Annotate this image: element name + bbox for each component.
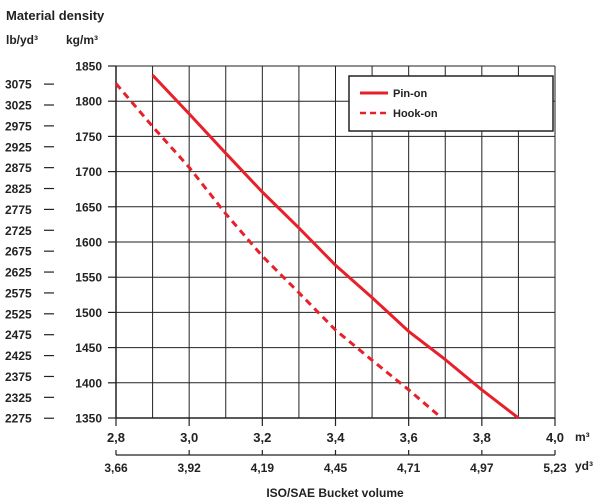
y-secondary-tick-label: 2675 <box>5 245 32 259</box>
y-secondary-tick-label: 2525 <box>5 307 32 321</box>
y-tick-label: 1800 <box>75 95 102 109</box>
y-tick-label: 1650 <box>75 200 102 214</box>
x-axis-label: ISO/SAE Bucket volume <box>266 486 404 500</box>
x-axis-unit-primary: m³ <box>575 430 590 444</box>
x-axis-unit-secondary: yd³ <box>575 459 593 473</box>
legend-label-pin-on: Pin-on <box>393 88 427 100</box>
y-tick-label: 1600 <box>75 236 102 250</box>
legend-box <box>348 75 554 132</box>
x-secondary-tick-label: 4,71 <box>397 461 421 475</box>
y-axis-inner-unit: kg/m³ <box>66 33 98 47</box>
y-tick-label: 1550 <box>75 271 102 285</box>
y-secondary-tick-label: 2275 <box>5 412 32 426</box>
x-secondary-tick-labels: 3,66 3,92 4,19 4,45 4,71 4,97 5,23 <box>104 461 567 475</box>
y-secondary-tick-label: 2475 <box>5 328 32 342</box>
x-tick-label: 3,4 <box>326 430 345 445</box>
x-tick-label: 3,6 <box>400 430 418 445</box>
chart-title: Material density <box>6 8 105 23</box>
y-tick-label: 1700 <box>75 165 102 179</box>
x-secondary-tick-label: 4,45 <box>324 461 348 475</box>
series-lines <box>114 74 520 420</box>
y-secondary-tick-label: 3075 <box>5 78 32 92</box>
y-secondary-tick-label: 2875 <box>5 161 32 175</box>
y-tick-label: 1350 <box>75 412 102 426</box>
y-tick-label: 1400 <box>75 376 102 390</box>
y-secondary-tick-label: 2575 <box>5 286 32 300</box>
y-secondary-tick-label: 3025 <box>5 98 32 112</box>
y-secondary-tick-label: 2425 <box>5 349 32 363</box>
y-tick-label: 1450 <box>75 341 102 355</box>
x-secondary-tick-label: 4,97 <box>470 461 494 475</box>
y-tick-labels: 1350 1400 1450 1500 1550 1600 1650 1700 1750 1800… <box>75 60 102 426</box>
y-secondary-tick-label: 2825 <box>5 182 32 196</box>
y-axis-outer-unit: lb/yd³ <box>6 33 38 47</box>
y-secondary-tick-label: 2725 <box>5 224 32 238</box>
x-tick-labels: 2,8 3,0 3,2 3,4 3,6 3,8 4,0 <box>107 430 564 445</box>
y-secondary-tick-labels: 2275 2325 2375 2425 2475 2525 2575 2625 2675 2725… <box>5 78 32 426</box>
x-tick-label: 3,8 <box>473 430 491 445</box>
y-secondary-tick-label: 2625 <box>5 266 32 280</box>
y-secondary-tick-label: 2975 <box>5 119 32 133</box>
y-tick-label: 1750 <box>75 130 102 144</box>
y-tick-label: 1500 <box>75 306 102 320</box>
series-line-pin-on <box>151 74 520 420</box>
x-tick-label: 2,8 <box>107 430 125 445</box>
series-line-hook-on <box>114 82 443 420</box>
y-secondary-tick-label: 2375 <box>5 370 32 384</box>
x-tick-label: 3,2 <box>253 430 271 445</box>
axes <box>44 65 556 456</box>
x-secondary-tick-label: 3,92 <box>177 461 201 475</box>
x-tick-label: 3,0 <box>180 430 198 445</box>
x-secondary-tick-label: 3,66 <box>104 461 128 475</box>
legend: Pin-on Hook-on <box>348 75 554 132</box>
y-secondary-tick-label: 2775 <box>5 203 32 217</box>
x-secondary-tick-label: 5,23 <box>543 461 567 475</box>
legend-label-hook-on: Hook-on <box>393 108 438 120</box>
x-secondary-tick-label: 4,19 <box>251 461 275 475</box>
y-secondary-tick-label: 2325 <box>5 391 32 405</box>
y-secondary-tick-label: 2925 <box>5 140 32 154</box>
x-tick-label: 4,0 <box>546 430 564 445</box>
y-tick-label: 1850 <box>75 60 102 74</box>
